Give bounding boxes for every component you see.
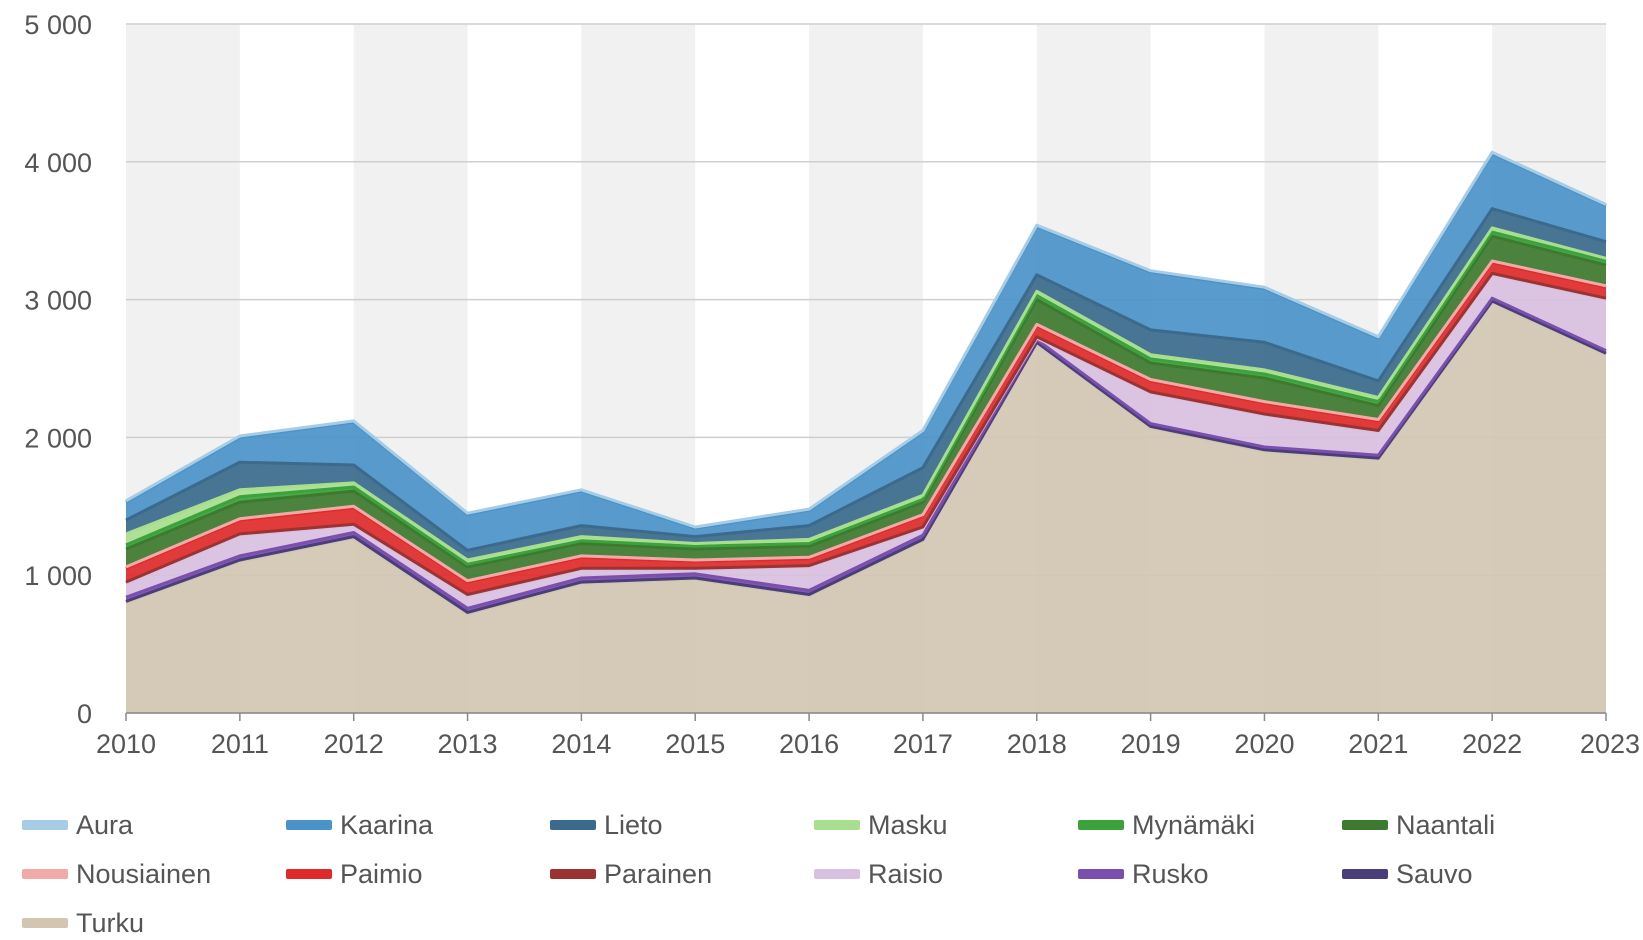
x-tick-label: 2010 [96,729,156,759]
legend-label: Rusko [1132,858,1209,889]
legend-item-turku[interactable]: Turku [22,906,144,940]
legend-item-kaarina[interactable]: Kaarina [286,808,433,842]
legend-item-naantali[interactable]: Naantali [1342,808,1495,842]
line-lieto [125,207,1607,552]
legend-swatch [22,820,68,830]
legend-label: Raisio [868,858,944,889]
legend-swatch [550,820,596,830]
line-mynamaki [125,230,1607,566]
x-tick-label: 2012 [324,729,384,759]
area-kaarina [126,153,1606,551]
axes: 2010 2011 2012 2013 2014 2015 2016 2017 2018 2019… [24,10,1640,759]
line-nousiainen [125,259,1607,583]
x-tick-label: 2018 [1007,729,1067,759]
legend-label: Parainen [604,858,713,889]
legend-label: Paimio [340,858,423,889]
legend-item-rusko[interactable]: Rusko [1078,857,1209,891]
legend-swatch [1078,820,1124,830]
line-naantali [125,234,1607,569]
y-tick-label: 3 000 [24,286,92,316]
area-series [125,150,1607,713]
legend-item-mynamaki[interactable]: Mynämäki [1078,808,1255,842]
legend-label: Masku [868,809,948,840]
legend-label: Kaarina [340,809,434,840]
x-tick-label: 2019 [1121,729,1181,759]
line-sauvo [125,299,1607,614]
x-tick-label: 2013 [437,729,497,759]
x-tick-label: 2020 [1234,729,1294,759]
x-tick-label: 2011 [211,729,269,759]
line-masku [125,226,1607,562]
legend-item-sauvo[interactable]: Sauvo [1342,857,1473,891]
legend-swatch [550,869,596,879]
legend-swatch [286,869,332,879]
x-tick-label: 2021 [1348,729,1408,759]
y-tick-label: 1 000 [24,561,92,591]
y-tick-label: 5 000 [24,10,92,40]
legend-item-raisio[interactable]: Raisio [814,857,943,891]
x-tick-label: 2023 [1580,729,1640,759]
x-tick-label: 2015 [665,729,725,759]
legend-item-paimio[interactable]: Paimio [286,857,423,891]
legend-item-parainen[interactable]: Parainen [550,857,712,891]
legend-label: Aura [76,809,134,840]
x-tick-label: 2022 [1462,729,1522,759]
legend-label: Lieto [604,809,663,840]
area-raisio [126,274,1606,609]
line-rusko [125,296,1607,610]
legend-swatch [22,918,68,928]
x-tick-label: 2014 [551,729,611,759]
area-turku [126,302,1606,713]
legend-swatch [1342,820,1388,830]
legend-item-lieto[interactable]: Lieto [550,808,663,842]
legend-item-aura[interactable]: Aura [22,808,133,842]
legend-label: Sauvo [1396,858,1473,889]
legend-swatch [1078,869,1124,879]
legend-label: Mynämäki [1132,809,1256,840]
legend-label: Naantali [1396,809,1496,840]
legend-swatch [22,869,68,879]
line-parainen [125,271,1607,596]
legend-swatch [1342,869,1388,879]
legend-label: Turku [76,907,145,938]
legend-item-nousiainen[interactable]: Nousiainen [22,857,211,891]
legend-swatch [286,820,332,830]
x-tick-label: 2017 [893,729,953,759]
y-tick-label: 0 [77,699,92,729]
legend-swatch [814,869,860,879]
x-tick-label: 2016 [779,729,839,759]
legend-swatch [814,820,860,830]
legend-label: Nousiainen [76,858,212,889]
legend-item-masku[interactable]: Masku [814,808,948,842]
line-aura [125,150,1607,529]
y-tick-label: 2 000 [24,423,92,453]
y-tick-label: 4 000 [24,148,92,178]
